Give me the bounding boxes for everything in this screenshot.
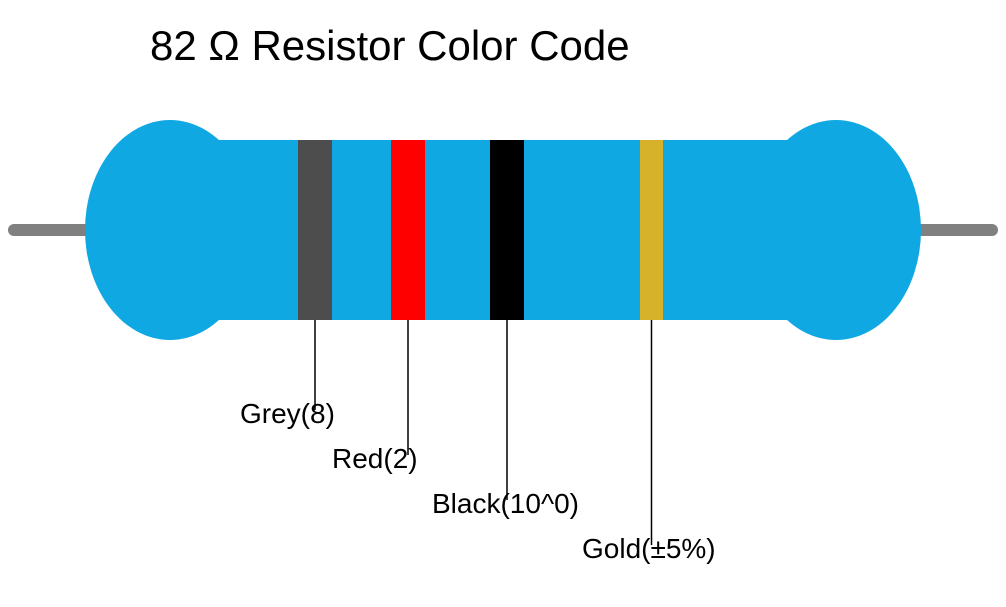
band-1-label: Grey(8) (240, 398, 335, 430)
band-1 (298, 140, 332, 320)
band-3-label: Black(10^0) (432, 488, 579, 520)
band-2 (391, 140, 425, 320)
band-4 (640, 140, 663, 320)
band-2-label: Red(2) (332, 443, 418, 475)
band-4-label: Gold(±5%) (582, 533, 716, 565)
band-3 (490, 140, 524, 320)
